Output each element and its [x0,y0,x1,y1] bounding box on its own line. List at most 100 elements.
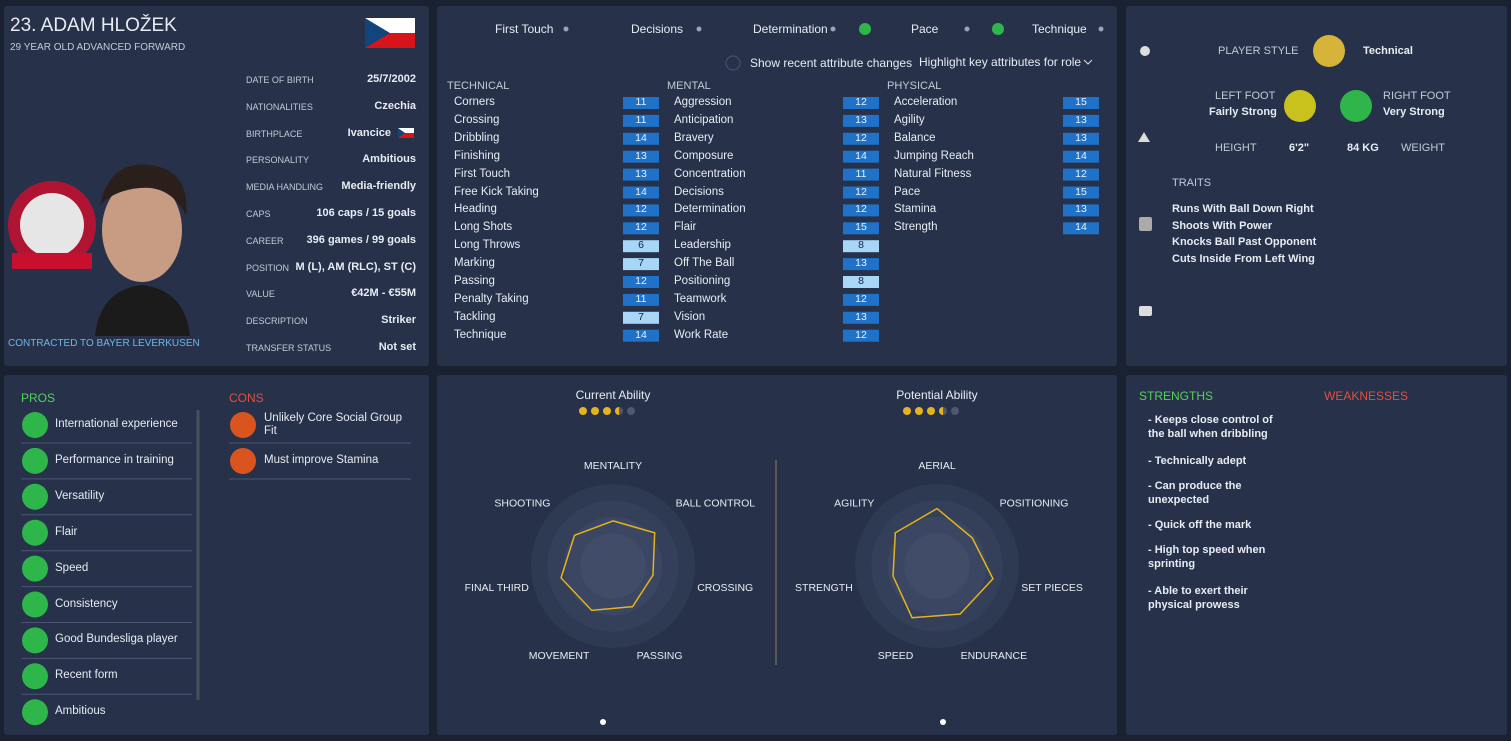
attribute-name: Long Throws [454,239,521,252]
con-icon [230,448,256,474]
label: TRAITS [1172,177,1212,189]
key-attribute: Decisions [631,22,684,36]
radar-axis-label: SET PIECES [1021,582,1083,594]
attribute-value: 15 [855,221,867,234]
info-label: NATIONALITIES [246,101,313,112]
attribute-name: Corners [454,96,495,108]
info-value: Ambitious [362,153,416,166]
panel-profile [1126,6,1507,366]
attribute-box [1063,132,1099,145]
page-dot[interactable] [600,719,606,725]
attribute-name: Work Rate [674,328,729,341]
key-attribute: Determination [753,22,828,36]
pro-item: Ambitious [55,705,106,718]
panel-strengths [1126,375,1507,735]
label: PLAYER STYLE [1218,45,1299,57]
label: WEIGHT [1401,142,1445,154]
attribute-box [843,276,879,288]
attribute-value: 14 [1075,149,1087,162]
attribute-box [623,311,659,324]
pro-item: Speed [55,561,89,574]
attribute-value: 11 [855,167,867,180]
attribute-value: 6 [638,239,644,252]
radar-axis-label: FINAL THIRD [465,582,530,594]
trait: Shoots With Power [1172,219,1273,232]
radar-axis-label: MENTALITY [584,460,642,472]
attribute-value: 12 [855,96,867,108]
info-value: 106 caps / 15 goals [316,207,416,219]
radar-axis-label: CROSSING [697,582,753,594]
attribute-group-title: MENTAL [667,80,711,92]
page-dot[interactable] [940,719,946,725]
attribute-box [1063,150,1099,163]
pro-icon [22,663,48,690]
info-value: Ivancice [347,126,391,139]
strength-item: - Able to exert their physical prowess [1148,585,1248,611]
strengths-title: STRENGTHS [1139,389,1214,403]
flag [365,18,415,48]
info-value: Media-friendly [341,180,416,193]
attribute-box [1063,97,1099,109]
label: RIGHT FOOT [1383,90,1451,102]
info-value: €42M - €55M [351,287,416,300]
star [591,407,599,415]
pro-icon [22,699,48,726]
con-item: Must improve Stamina [264,454,379,466]
attribute-name: Anticipation [674,113,734,126]
pro-item: Recent form [55,669,118,682]
radar-axis-label: MOVEMENT [529,650,590,662]
attribute-name: Off The Ball [674,257,735,270]
attribute-box [623,329,659,342]
attribute-value: 12 [855,131,867,144]
attribute-name: Balance [894,131,936,144]
attribute-name: Penalty Taking [454,292,529,305]
attribute-name: Teamwork [674,292,727,305]
info-label: VALUE [246,289,275,300]
trait: Knocks Ball Past Opponent [1172,236,1317,248]
attribute-value: 7 [638,257,644,270]
key-attribute: First Touch [495,22,554,36]
attribute-name: Jumping Reach [894,149,974,162]
attribute-box [623,114,659,127]
con-icon [230,412,256,438]
portrait [95,164,190,336]
attribute-box [623,276,659,288]
attribute-name: Marking [454,257,495,270]
attribute-value: 14 [855,149,867,162]
dropdown-arrow[interactable] [1083,59,1093,65]
attribute-name: Strength [894,221,938,234]
attribute-value: 8 [858,275,864,287]
height: 6'2" [1289,142,1310,154]
attribute-box [1063,222,1099,235]
attribute-name: Bravery [674,131,714,144]
attribute-value: 15 [1075,96,1087,108]
profile-icons [1138,35,1372,316]
star-bg [627,407,635,415]
panel-pros-cons [4,375,429,735]
attribute-name: Free Kick Taking [454,185,539,198]
info-label: BIRTHPLACE [246,128,303,139]
attribute-box [843,258,879,271]
radar-ring [580,533,646,599]
attribute-value: 12 [635,221,647,234]
attribute-name: Concentration [674,167,746,180]
radar-axis-label: SHOOTING [494,497,550,509]
attribute-value: 14 [1075,221,1087,234]
cons-title: CONS [229,391,264,405]
pro-item: Consistency [55,597,118,610]
radar-shape [560,520,656,612]
info-label: PERSONALITY [246,155,310,166]
pro-icon [22,447,48,474]
star [603,407,611,415]
attribute-name: Finishing [454,149,501,162]
attribute-value: 13 [1075,113,1087,126]
radar-axis-label: BALL CONTROL [676,497,756,509]
attribute-box [843,132,879,145]
attribute-value: 12 [635,275,647,287]
attribute-value: 14 [635,328,647,341]
player-style: Technical [1363,45,1413,57]
pro-item: Versatility [55,489,105,502]
attribute-value: 13 [855,113,867,126]
checkbox[interactable] [725,55,741,71]
